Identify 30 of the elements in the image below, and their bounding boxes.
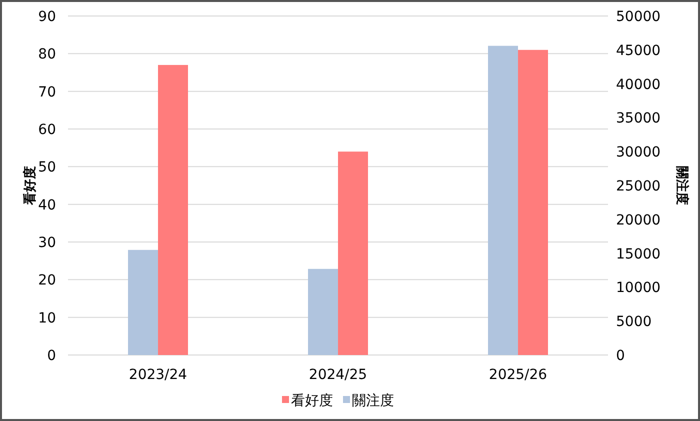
- y-tick-label: 30: [38, 235, 56, 251]
- y2-tick-label: 30000: [616, 144, 661, 161]
- y2-tick-label: 0: [616, 348, 625, 364]
- y2-tick-label: 50000: [616, 9, 661, 25]
- y2-tick-label: 25000: [616, 178, 661, 194]
- y-tick-label: 10: [38, 310, 56, 326]
- y2-tick-label: 20000: [616, 212, 661, 228]
- y2-tick-label: 5000: [616, 314, 652, 330]
- x-tick-label: 2023/24: [128, 367, 188, 383]
- y2-tick-label: 45000: [616, 42, 661, 59]
- y-tick-label: 0: [47, 348, 56, 364]
- y-tick-label: 70: [38, 84, 56, 100]
- y-tick-label: 40: [38, 197, 56, 214]
- y2-axis-title: 關注度: [674, 166, 690, 205]
- y-tick-label: 80: [38, 46, 56, 63]
- y-axis-title: 看好度: [22, 166, 38, 206]
- y2-tick-label: 10000: [616, 280, 661, 296]
- y2-tick-label: 40000: [616, 76, 661, 93]
- x-tick-label: 2025/26: [488, 367, 548, 383]
- y2-tick-label: 35000: [616, 110, 661, 127]
- bar: [338, 152, 368, 355]
- y2-tick-label: 15000: [616, 246, 661, 262]
- bar: [158, 64, 188, 355]
- legend-label: 關注度: [352, 393, 394, 409]
- y-tick-label: 50: [38, 160, 56, 176]
- legend-label: 看好度: [291, 393, 333, 409]
- y-tick-label: 20: [38, 272, 56, 289]
- x-tick-label: 2024/25: [308, 367, 368, 383]
- y-tick-label: 60: [38, 122, 56, 138]
- y-tick-label: 90: [38, 9, 56, 25]
